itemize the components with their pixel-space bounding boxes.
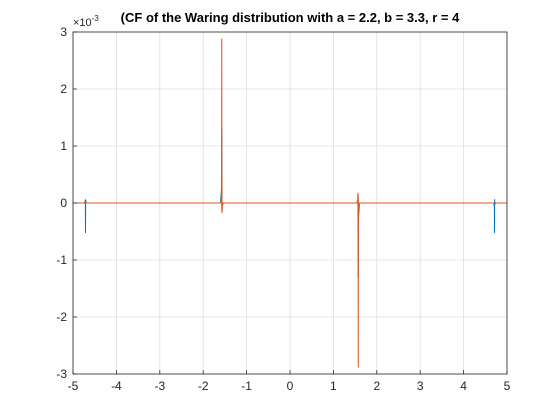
x-tick-label: -1 [241, 379, 252, 393]
x-tick-label: -4 [111, 379, 122, 393]
x-tick-label: 1 [330, 379, 337, 393]
y-tick-label: 0 [60, 196, 67, 210]
x-tick-label: 5 [504, 379, 511, 393]
x-tick-label: 0 [287, 379, 294, 393]
x-tick-label: -5 [68, 379, 79, 393]
y-tick-label: 3 [60, 25, 67, 39]
chart-title: (CF of the Waring distribution with a = … [121, 10, 460, 25]
x-tick-label: -2 [198, 379, 209, 393]
x-tick-label: 3 [417, 379, 424, 393]
y-tick-label: 2 [60, 82, 67, 96]
x-tick-label: 2 [373, 379, 380, 393]
series-layer [73, 38, 507, 368]
y-tick-label: 1 [60, 139, 67, 153]
x-tick-label: 4 [460, 379, 467, 393]
y-tick-label: -3 [56, 367, 67, 381]
ticks: -5 -4 -3 -2 -1 0 1 2 3 4 5 -3 -2 -1 0 1 2 3 [56, 25, 510, 393]
y-tick-label: -2 [56, 310, 67, 324]
x-tick-label: -3 [154, 379, 165, 393]
series-line-2 [73, 38, 507, 368]
y-tick-label: -1 [56, 253, 67, 267]
y-exponent-label: ×10-3 [73, 14, 99, 29]
